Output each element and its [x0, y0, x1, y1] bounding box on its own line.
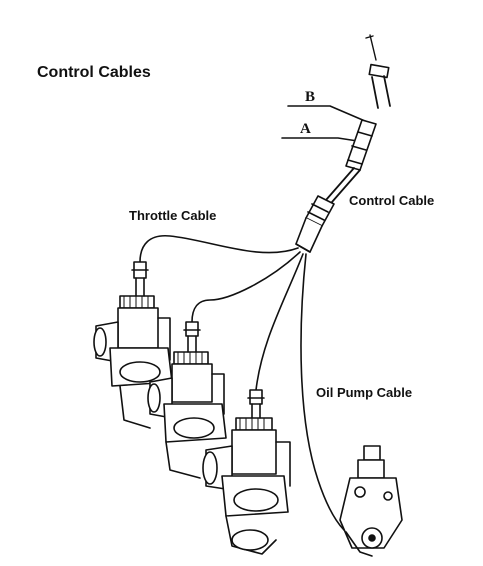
label-a: A — [300, 121, 311, 137]
label-b: B — [305, 89, 316, 105]
control-cable-sheath-1 — [325, 167, 355, 201]
carburetor-3 — [202, 389, 291, 555]
throttle-cable-1 — [139, 235, 299, 263]
cable-adjuster-sleeve — [345, 119, 377, 171]
leader-a — [281, 137, 365, 143]
control-cable-sheath-2 — [331, 169, 361, 203]
label-oil-pump-cable: Oil Pump Cable — [316, 385, 413, 400]
label-throttle-cable: Throttle Cable — [129, 208, 217, 223]
carburetor-2 — [147, 321, 227, 479]
throttle-cable-3 — [255, 253, 304, 391]
diagram-title: Control Cables — [37, 64, 151, 81]
throttle-cable-2 — [191, 251, 301, 323]
oil-pump — [339, 445, 403, 557]
label-control-cable: Control Cable — [349, 193, 435, 208]
leader-b — [287, 105, 373, 125]
cable-junction — [295, 195, 335, 253]
cable-upper-end — [365, 34, 391, 109]
carburetor-1 — [93, 261, 173, 429]
oil-pump-cable — [300, 253, 361, 541]
